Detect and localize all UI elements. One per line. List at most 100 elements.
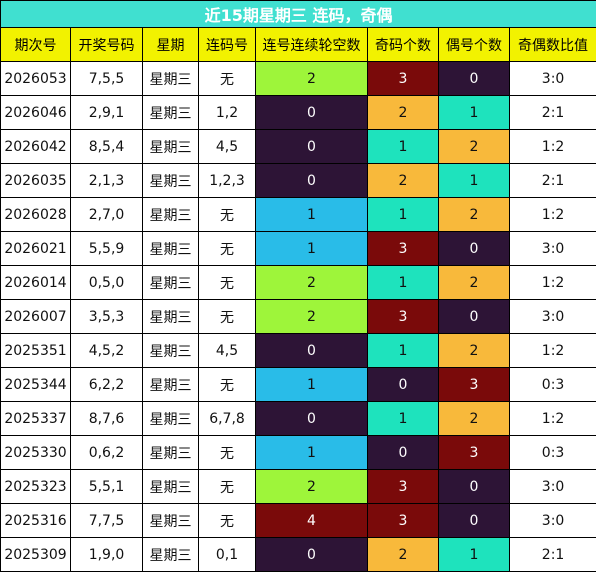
even-count-cell: 2 — [438, 333, 510, 368]
consecutive-cell: 无 — [198, 231, 256, 266]
issue-cell: 2025351 — [0, 333, 71, 368]
table-row: 2026028 2,7,0 星期三无 1 1 2 1:2 — [0, 197, 596, 232]
gap-cell: 1 — [255, 367, 368, 402]
parity-consecutive-table: 近15期星期三 连码，奇偶 期次号 开奖号码 星期 连码号 连号连续轮空数 奇码个数 偶号个… — [0, 0, 596, 572]
header-weekday: 星期 — [142, 27, 199, 62]
table-row: 2026042 8,5,4 星期三 4,5 0 1 2 1:2 — [0, 129, 596, 164]
draw-numbers-cell: 0,5,0 — [70, 265, 143, 300]
gap-cell: 0 — [255, 95, 368, 130]
issue-cell: 2025337 — [0, 401, 71, 436]
table-title: 近15期星期三 连码，奇偶 — [0, 0, 596, 28]
draw-numbers-cell: 6,2,2 — [70, 367, 143, 402]
issue-cell: 2025316 — [0, 503, 71, 538]
table-row: 2026035 2,1,3 星期三 1,2,3 0 2 1 2:1 — [0, 163, 596, 198]
header-draw-numbers: 开奖号码 — [70, 27, 143, 62]
table-row: 2026053 7,5,5 星期三无 2 3 0 3:0 — [0, 61, 596, 96]
issue-cell: 2026046 — [0, 95, 71, 130]
header-odd-even-ratio: 奇偶数比值 — [508, 27, 596, 62]
weekday-cell: 星期三 — [142, 95, 199, 130]
draw-numbers-cell: 8,5,4 — [70, 129, 143, 164]
weekday-cell: 星期三 — [142, 469, 199, 504]
issue-cell: 2026042 — [0, 129, 71, 164]
gap-cell: 4 — [255, 503, 368, 538]
issue-cell: 2026007 — [0, 299, 71, 334]
odd-count-cell: 3 — [367, 299, 439, 334]
gap-cell: 0 — [255, 163, 368, 198]
ratio-cell: 1:2 — [508, 333, 596, 368]
odd-count-cell: 3 — [367, 469, 439, 504]
gap-cell: 2 — [255, 265, 368, 300]
ratio-cell: 0:3 — [508, 367, 596, 402]
table-row: 2026046 2,9,1 星期三 1,2 0 2 1 2:1 — [0, 95, 596, 130]
odd-count-cell: 2 — [367, 537, 439, 572]
even-count-cell: 2 — [438, 265, 510, 300]
table-row: 2026014 0,5,0 星期三无 2 1 2 1:2 — [0, 265, 596, 300]
header-even-count: 偶号个数 — [438, 27, 510, 62]
gap-cell: 2 — [255, 469, 368, 504]
weekday-cell: 星期三 — [142, 367, 199, 402]
draw-numbers-cell: 7,5,5 — [70, 61, 143, 96]
even-count-cell: 0 — [438, 469, 510, 504]
consecutive-cell: 0,1 — [198, 537, 256, 572]
draw-numbers-cell: 8,7,6 — [70, 401, 143, 436]
table-row: 2025323 5,5,1 星期三无 2 3 0 3:0 — [0, 469, 596, 504]
ratio-cell: 3:0 — [508, 61, 596, 96]
ratio-cell: 3:0 — [508, 503, 596, 538]
weekday-cell: 星期三 — [142, 231, 199, 266]
odd-count-cell: 1 — [367, 265, 439, 300]
header-consecutive-gap: 连号连续轮空数 — [255, 27, 368, 62]
table-title-row: 近15期星期三 连码，奇偶 — [0, 0, 596, 28]
odd-count-cell: 1 — [367, 197, 439, 232]
consecutive-cell: 4,5 — [198, 129, 256, 164]
consecutive-cell: 1,2 — [198, 95, 256, 130]
draw-numbers-cell: 2,9,1 — [70, 95, 143, 130]
consecutive-cell: 无 — [198, 503, 256, 538]
draw-numbers-cell: 0,6,2 — [70, 435, 143, 470]
weekday-cell: 星期三 — [142, 129, 199, 164]
ratio-cell: 1:2 — [508, 265, 596, 300]
ratio-cell: 3:0 — [508, 299, 596, 334]
weekday-cell: 星期三 — [142, 435, 199, 470]
odd-count-cell: 2 — [367, 163, 439, 198]
issue-cell: 2025309 — [0, 537, 71, 572]
draw-numbers-cell: 3,5,3 — [70, 299, 143, 334]
consecutive-cell: 无 — [198, 299, 256, 334]
header-issue: 期次号 — [0, 27, 71, 62]
table-row: 2025316 7,7,5 星期三无 4 3 0 3:0 — [0, 503, 596, 538]
gap-cell: 2 — [255, 299, 368, 334]
weekday-cell: 星期三 — [142, 537, 199, 572]
gap-cell: 1 — [255, 197, 368, 232]
gap-cell: 0 — [255, 537, 368, 572]
consecutive-cell: 无 — [198, 435, 256, 470]
ratio-cell: 3:0 — [508, 469, 596, 504]
weekday-cell: 星期三 — [142, 163, 199, 198]
odd-count-cell: 0 — [367, 367, 439, 402]
draw-numbers-cell: 5,5,1 — [70, 469, 143, 504]
gap-cell: 2 — [255, 61, 368, 96]
even-count-cell: 0 — [438, 231, 510, 266]
gap-cell: 1 — [255, 435, 368, 470]
issue-cell: 2026028 — [0, 197, 71, 232]
odd-count-cell: 2 — [367, 95, 439, 130]
issue-cell: 2026021 — [0, 231, 71, 266]
issue-cell: 2025330 — [0, 435, 71, 470]
table-row: 2025344 6,2,2 星期三无 1 0 3 0:3 — [0, 367, 596, 402]
table-row: 2026007 3,5,3 星期三无 2 3 0 3:0 — [0, 299, 596, 334]
header-odd-count: 奇码个数 — [367, 27, 439, 62]
table-body: 2026053 7,5,5 星期三无 2 3 0 3:0 2026046 2,9,1 星期三 1,2… — [0, 61, 596, 572]
even-count-cell: 2 — [438, 129, 510, 164]
even-count-cell: 1 — [438, 163, 510, 198]
consecutive-cell: 6,7,8 — [198, 401, 256, 436]
issue-cell: 2026035 — [0, 163, 71, 198]
weekday-cell: 星期三 — [142, 401, 199, 436]
draw-numbers-cell: 5,5,9 — [70, 231, 143, 266]
ratio-cell: 2:1 — [508, 95, 596, 130]
draw-numbers-cell: 4,5,2 — [70, 333, 143, 368]
consecutive-cell: 无 — [198, 469, 256, 504]
even-count-cell: 3 — [438, 435, 510, 470]
table-row: 2025309 1,9,0 星期三 0,1 0 2 1 2:1 — [0, 537, 596, 572]
odd-count-cell: 3 — [367, 61, 439, 96]
gap-cell: 0 — [255, 333, 368, 368]
even-count-cell: 2 — [438, 197, 510, 232]
weekday-cell: 星期三 — [142, 265, 199, 300]
